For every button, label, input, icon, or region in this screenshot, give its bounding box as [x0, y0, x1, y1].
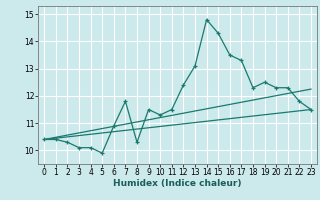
- X-axis label: Humidex (Indice chaleur): Humidex (Indice chaleur): [113, 179, 242, 188]
